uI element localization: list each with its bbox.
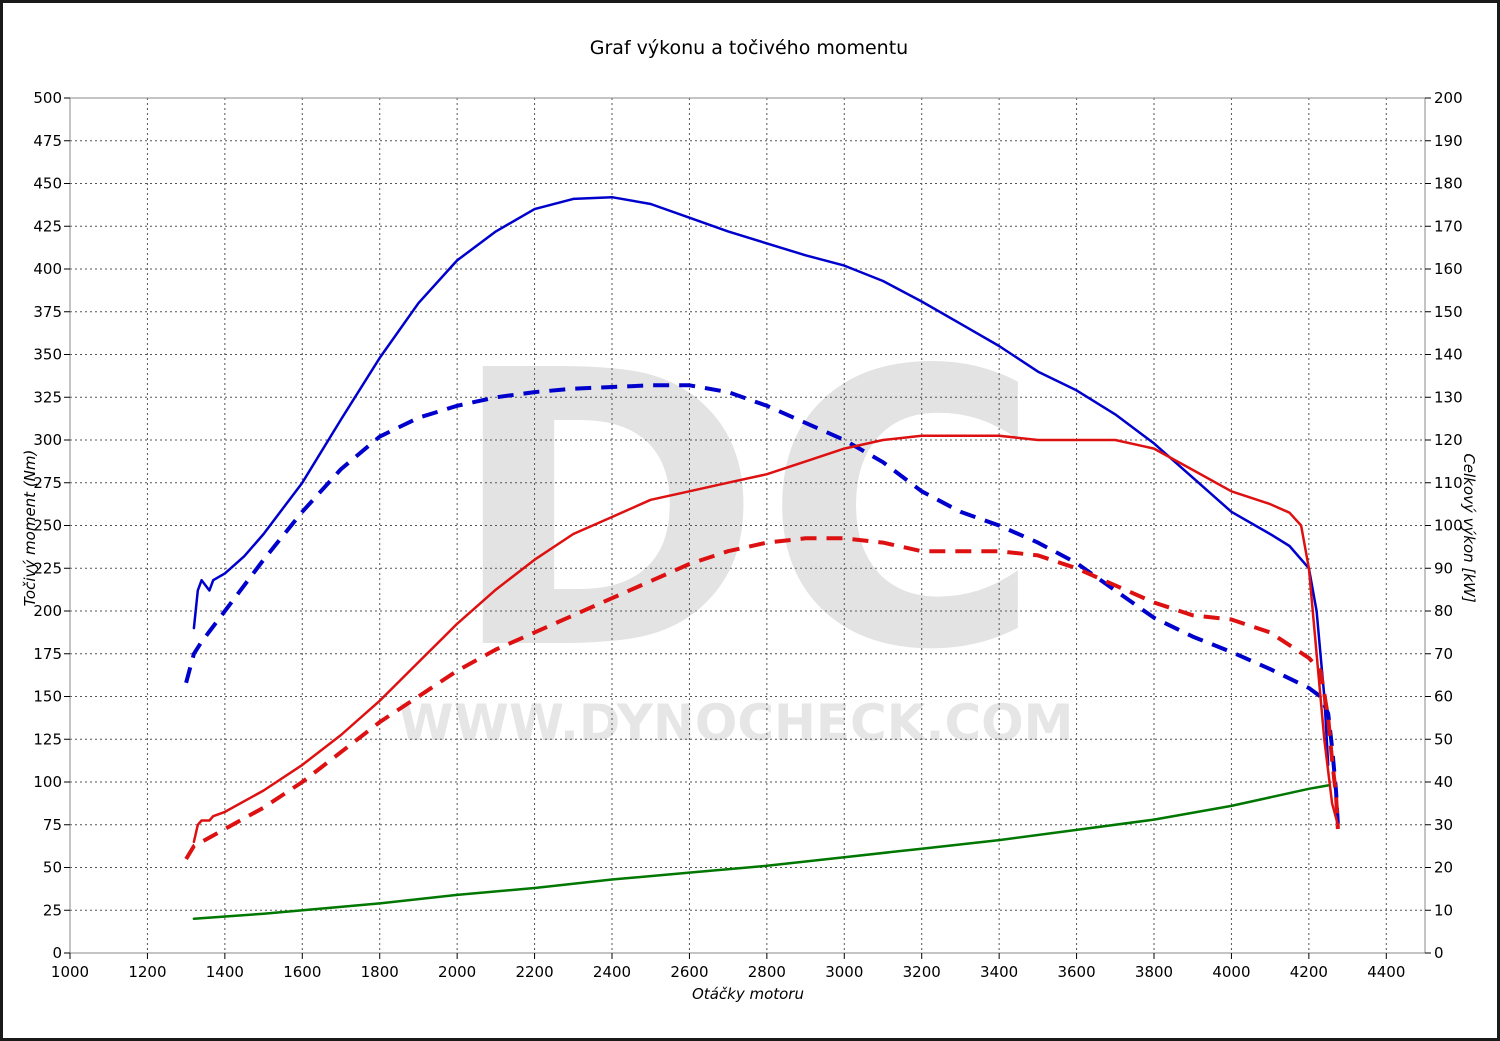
y-left-tick-label: 300 [33,431,62,449]
x-tick-label: 4200 [1290,963,1328,981]
y-right-tick-label: 150 [1434,303,1463,321]
y-left-tick-label: 125 [33,730,62,748]
y-right-tick-label: 10 [1434,901,1453,919]
y-left-tick-label: 425 [33,217,62,235]
y-right-tick-label: 130 [1434,388,1463,406]
y-left-tick-label: 250 [33,517,62,535]
y-left-tick-label: 450 [33,175,62,193]
y-left-tick-label: 150 [33,688,62,706]
y-left-tick-label: 175 [33,645,62,663]
y-axis-left-label: Točivý moment (Nm) [21,450,39,607]
dyno-chart: DC WWW.DYNOCHECK.COM 1000 1200 1400 1600 180… [21,37,1478,1003]
power-tuned-line [192,434,1340,844]
series-lines [184,195,1340,921]
y-left-tick-label: 75 [43,816,62,834]
y-left-tick-label: 100 [33,773,62,791]
y-right-tick-label: 60 [1434,688,1453,706]
y-left-tick-label: 375 [33,303,62,321]
x-tick-label: 1400 [206,963,244,981]
y-left-tick-label: 500 [33,89,62,107]
y-axis-right-label: Celkový výkon [kW] [1460,453,1478,603]
x-tick-label: 2600 [670,963,708,981]
watermark-url: WWW.DYNOCHECK.COM [399,694,1074,752]
y-right-tick-label: 0 [1434,944,1444,962]
y-left-tick-label: 200 [33,602,62,620]
y-right-tick-label: 120 [1434,431,1463,449]
x-tick-label: 2200 [515,963,553,981]
y-left-tick-label: 50 [43,859,62,877]
y-right-tick-label: 200 [1434,89,1463,107]
tick-labels: 1000 1200 1400 1600 1800 2000 2200 2400 2600 2800… [33,89,1462,981]
grid [70,98,1425,953]
power-stock-line [184,536,1340,861]
y-left-tick-label: 225 [33,559,62,577]
x-tick-label: 3200 [903,963,941,981]
y-right-tick-label: 170 [1434,217,1463,235]
y-left-tick-label: 0 [52,944,62,962]
x-tick-label: 1200 [128,963,166,981]
chart-title: Graf výkonu a točivého momentu [590,37,908,59]
y-right-tick-label: 110 [1434,474,1463,492]
x-tick-label: 2400 [593,963,631,981]
y-right-tick-label: 100 [1434,517,1463,535]
y-right-tick-label: 50 [1434,730,1453,748]
x-tick-label: 3800 [1135,963,1173,981]
y-right-tick-label: 70 [1434,645,1453,663]
x-tick-label: 3000 [825,963,863,981]
y-right-tick-label: 140 [1434,346,1463,364]
y-right-tick-label: 190 [1434,132,1463,150]
y-left-tick-label: 325 [33,388,62,406]
x-tick-label: 2800 [748,963,786,981]
y-right-tick-label: 20 [1434,859,1453,877]
y-right-tick-label: 180 [1434,175,1463,193]
y-left-tick-label: 275 [33,474,62,492]
y-right-tick-label: 90 [1434,559,1453,577]
x-tick-label: 3400 [980,963,1018,981]
y-right-tick-label: 40 [1434,773,1453,791]
x-tick-label: 1800 [361,963,399,981]
watermark: DC WWW.DYNOCHECK.COM [399,290,1074,752]
y-right-tick-label: 80 [1434,602,1453,620]
torque-tuned-line [192,195,1330,767]
watermark-logo: DC [448,290,1042,733]
x-tick-label: 2000 [438,963,476,981]
x-tick-label: 3600 [1057,963,1095,981]
x-tick-label: 4400 [1367,963,1405,981]
x-axis-label: Otáčky motoru [692,985,804,1003]
y-left-tick-label: 25 [43,901,62,919]
x-tick-label: 1000 [51,963,89,981]
y-left-tick-label: 350 [33,346,62,364]
y-right-tick-label: 30 [1434,816,1453,834]
y-right-tick-label: 160 [1434,260,1463,278]
y-left-tick-label: 475 [33,132,62,150]
y-left-tick-label: 400 [33,260,62,278]
loss-line [192,784,1330,921]
torque-stock-line [184,383,1340,825]
x-tick-label: 4000 [1212,963,1250,981]
x-tick-label: 1600 [283,963,321,981]
